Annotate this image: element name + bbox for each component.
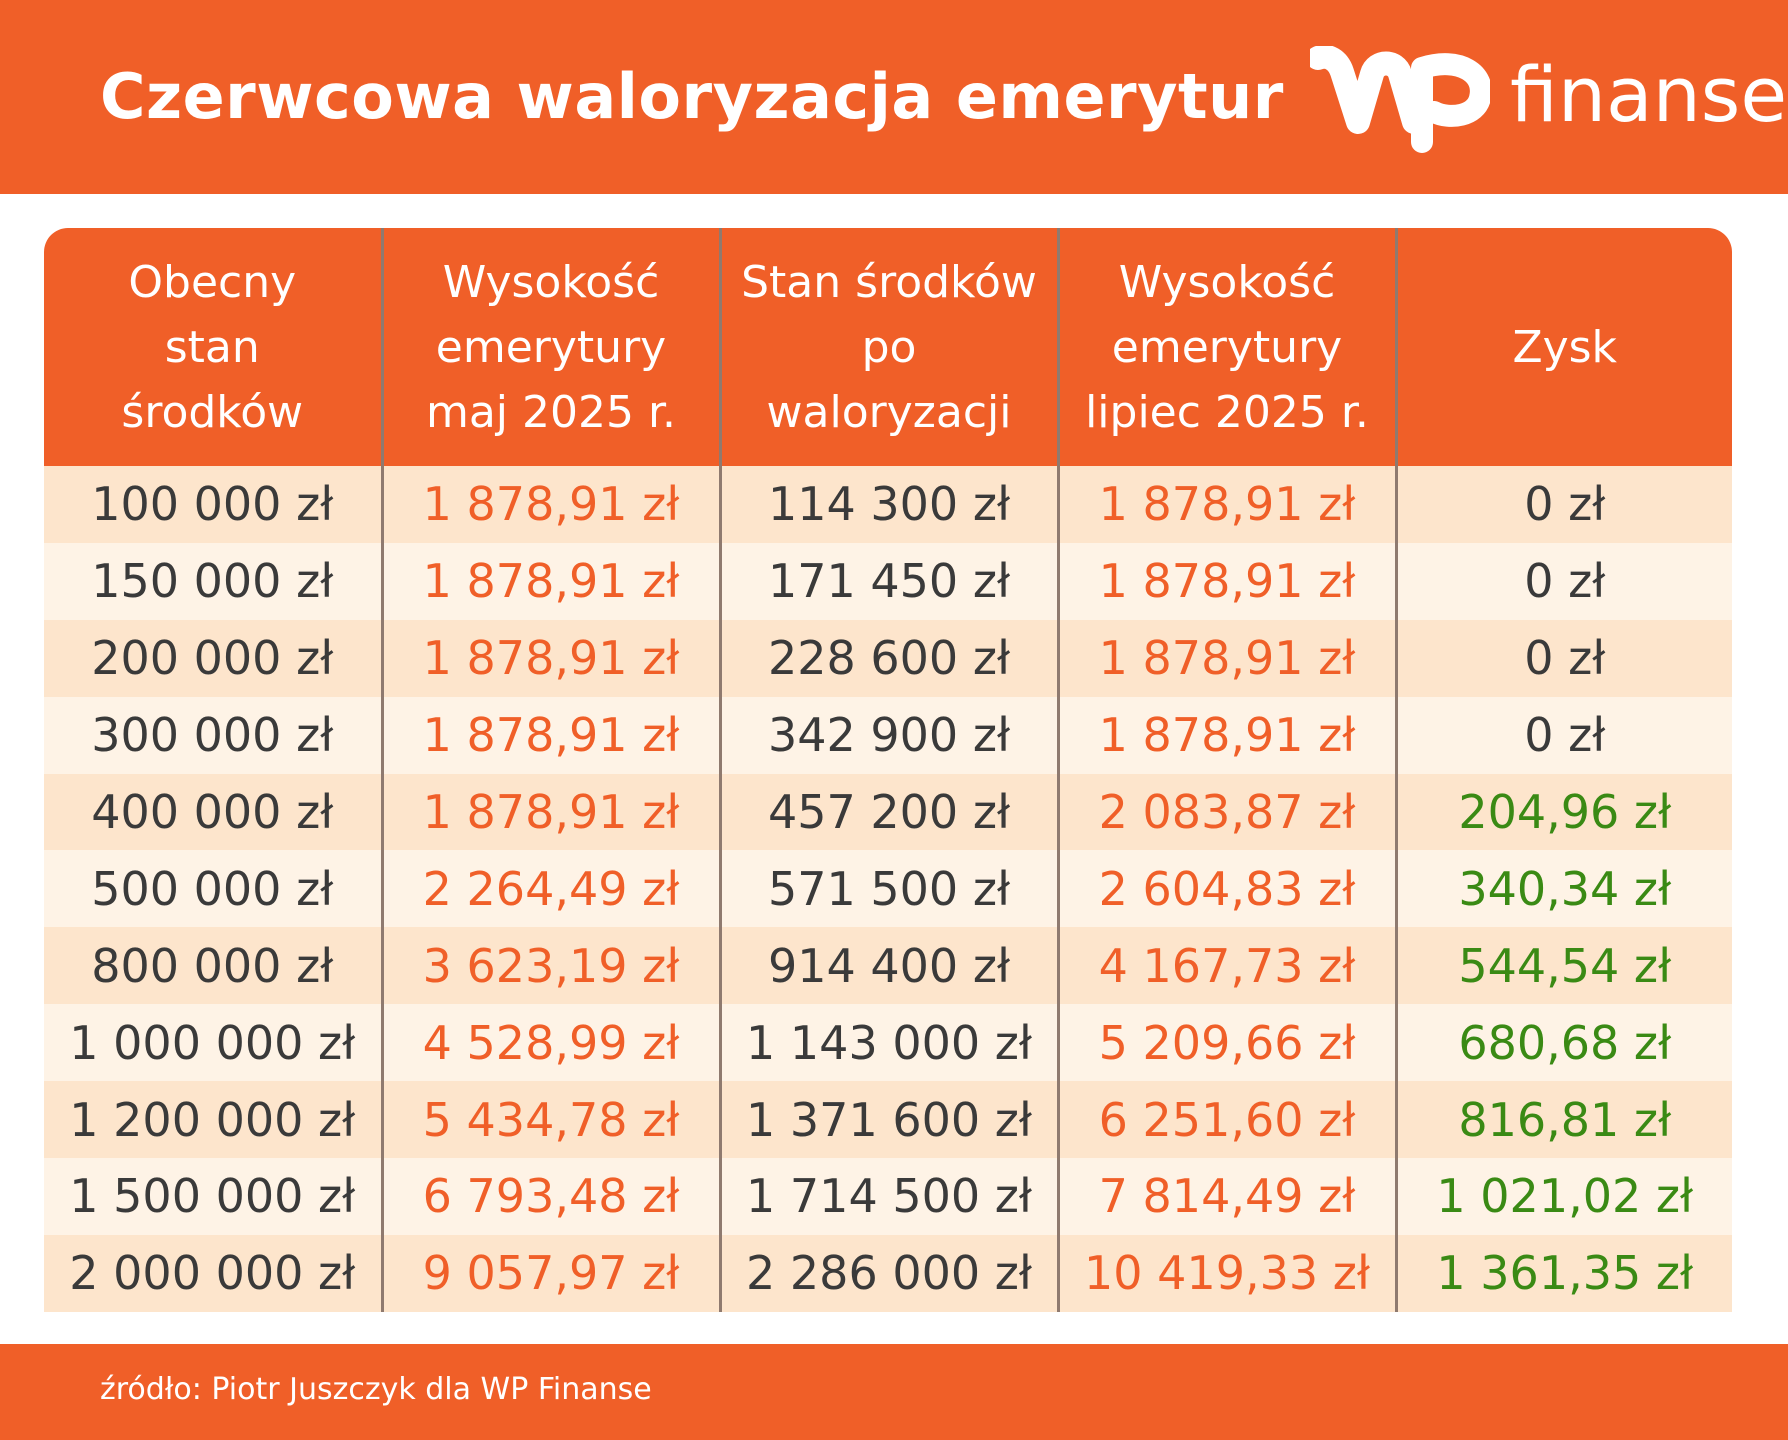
cell-current-funds: 150 000 zł xyxy=(44,542,384,620)
cell-current-funds: 800 000 zł xyxy=(44,927,384,1005)
cell-funds-after-valorization: 457 200 zł xyxy=(720,773,1060,851)
cell-pension-may: 5 434,78 zł xyxy=(382,1081,722,1159)
table-row: 300 000 zł 1 878,91 zł 342 900 zł 1 878,91 … xyxy=(44,696,1732,774)
table-row: 800 000 zł 3 623,19 zł 914 400 zł 4 167,73 … xyxy=(44,927,1732,1005)
cell-gain: 204,96 zł xyxy=(1396,773,1732,851)
cell-pension-may: 1 878,91 zł xyxy=(382,466,722,543)
cell-pension-may: 6 793,48 zł xyxy=(382,1158,722,1235)
wp-finanse-logo: finanse xyxy=(1310,46,1787,156)
cell-pension-may: 1 878,91 zł xyxy=(382,696,722,774)
table-row: 2 000 000 zł 9 057,97 zł 2 286 000 zł 10 41… xyxy=(44,1234,1732,1312)
cell-pension-may: 1 878,91 zł xyxy=(382,773,722,851)
table-row: 100 000 zł 1 878,91 zł 114 300 zł 1 878,91 … xyxy=(44,466,1732,543)
cell-current-funds: 500 000 zł xyxy=(44,850,384,928)
cell-pension-may: 1 878,91 zł xyxy=(382,542,722,620)
cell-current-funds: 100 000 zł xyxy=(44,466,384,543)
logo-text: finanse xyxy=(1510,50,1788,139)
cell-current-funds: 1 500 000 zł xyxy=(44,1158,384,1235)
cell-funds-after-valorization: 914 400 zł xyxy=(720,927,1060,1005)
cell-current-funds: 300 000 zł xyxy=(44,696,384,774)
cell-funds-after-valorization: 1 371 600 zł xyxy=(720,1081,1060,1159)
cell-gain: 816,81 zł xyxy=(1396,1081,1732,1159)
cell-funds-after-valorization: 114 300 zł xyxy=(720,466,1060,543)
table-row: 1 000 000 zł 4 528,99 zł 1 143 000 zł 5 209… xyxy=(44,1004,1732,1082)
cell-pension-may: 9 057,97 zł xyxy=(382,1234,722,1312)
column-header-pension-july: Wysokość emerytury lipiec 2025 r. xyxy=(1058,228,1398,466)
table-row: 400 000 zł 1 878,91 zł 457 200 zł 2 083,87 … xyxy=(44,773,1732,851)
source-credit: źródło: Piotr Juszczyk dla WP Finanse xyxy=(100,1372,652,1407)
cell-pension-july: 1 878,91 zł xyxy=(1058,466,1398,543)
cell-funds-after-valorization: 2 286 000 zł xyxy=(720,1234,1060,1312)
cell-pension-july: 1 878,91 zł xyxy=(1058,542,1398,620)
cell-funds-after-valorization: 228 600 zł xyxy=(720,619,1060,697)
footer-banner: źródło: Piotr Juszczyk dla WP Finanse xyxy=(0,1344,1788,1440)
column-header-current-funds: Obecny stan środków xyxy=(44,228,384,466)
cell-gain: 0 zł xyxy=(1396,542,1732,620)
cell-pension-may: 4 528,99 zł xyxy=(382,1004,722,1082)
cell-pension-may: 2 264,49 zł xyxy=(382,850,722,928)
pension-table-container: Obecny stan środków Wysokość emerytury maj 2… xyxy=(44,228,1732,1312)
cell-gain: 0 zł xyxy=(1396,466,1732,543)
cell-pension-july: 4 167,73 zł xyxy=(1058,927,1398,1005)
cell-funds-after-valorization: 342 900 zł xyxy=(720,696,1060,774)
cell-gain: 340,34 zł xyxy=(1396,850,1732,928)
cell-gain: 0 zł xyxy=(1396,696,1732,774)
column-header-gain: Zysk xyxy=(1396,228,1732,466)
cell-gain: 680,68 zł xyxy=(1396,1004,1732,1082)
cell-gain: 544,54 zł xyxy=(1396,927,1732,1005)
cell-pension-july: 7 814,49 zł xyxy=(1058,1158,1398,1235)
cell-funds-after-valorization: 571 500 zł xyxy=(720,850,1060,928)
cell-pension-july: 1 878,91 zł xyxy=(1058,619,1398,697)
cell-gain: 1 361,35 zł xyxy=(1396,1234,1732,1312)
cell-pension-may: 1 878,91 zł xyxy=(382,619,722,697)
cell-pension-july: 1 878,91 zł xyxy=(1058,696,1398,774)
pension-table: Obecny stan środków Wysokość emerytury maj 2… xyxy=(44,228,1732,1312)
table-row: 1 200 000 zł 5 434,78 zł 1 371 600 zł 6 251… xyxy=(44,1081,1732,1159)
column-header-funds-after-valorization: Stan środków po waloryzacji xyxy=(720,228,1060,466)
cell-current-funds: 1 000 000 zł xyxy=(44,1004,384,1082)
table-header-row: Obecny stan środków Wysokość emerytury maj 2… xyxy=(44,228,1732,466)
table-body: 100 000 zł 1 878,91 zł 114 300 zł 1 878,91 … xyxy=(44,466,1732,1312)
cell-pension-july: 6 251,60 zł xyxy=(1058,1081,1398,1159)
cell-pension-july: 2 083,87 zł xyxy=(1058,773,1398,851)
cell-gain: 1 021,02 zł xyxy=(1396,1158,1732,1235)
cell-pension-july: 5 209,66 zł xyxy=(1058,1004,1398,1082)
table-row: 500 000 zł 2 264,49 zł 571 500 zł 2 604,83 … xyxy=(44,850,1732,928)
table-row: 200 000 zł 1 878,91 zł 228 600 zł 1 878,91 … xyxy=(44,619,1732,697)
cell-current-funds: 2 000 000 zł xyxy=(44,1234,384,1312)
cell-funds-after-valorization: 1 714 500 zł xyxy=(720,1158,1060,1235)
column-header-pension-may: Wysokość emerytury maj 2025 r. xyxy=(382,228,722,466)
cell-funds-after-valorization: 171 450 zł xyxy=(720,542,1060,620)
cell-pension-july: 2 604,83 zł xyxy=(1058,850,1398,928)
cell-pension-july: 10 419,33 zł xyxy=(1058,1234,1398,1312)
cell-current-funds: 400 000 zł xyxy=(44,773,384,851)
header-banner: Czerwcowa waloryzacja emerytur finanse xyxy=(0,0,1788,194)
cell-gain: 0 zł xyxy=(1396,619,1732,697)
page-title: Czerwcowa waloryzacja emerytur xyxy=(100,60,1284,133)
cell-pension-may: 3 623,19 zł xyxy=(382,927,722,1005)
wp-logo-icon xyxy=(1310,46,1490,153)
table-row: 1 500 000 zł 6 793,48 zł 1 714 500 zł 7 814… xyxy=(44,1158,1732,1235)
cell-funds-after-valorization: 1 143 000 zł xyxy=(720,1004,1060,1082)
cell-current-funds: 200 000 zł xyxy=(44,619,384,697)
table-row: 150 000 zł 1 878,91 zł 171 450 zł 1 878,91 … xyxy=(44,542,1732,620)
cell-current-funds: 1 200 000 zł xyxy=(44,1081,384,1159)
